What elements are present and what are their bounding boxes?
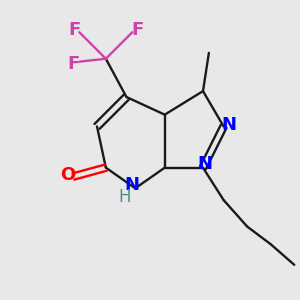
Text: F: F xyxy=(131,21,144,39)
Text: H: H xyxy=(119,188,131,206)
Text: N: N xyxy=(124,176,139,194)
Text: F: F xyxy=(67,55,80,73)
Text: N: N xyxy=(221,116,236,134)
Text: N: N xyxy=(198,155,213,173)
Text: F: F xyxy=(68,21,80,39)
Text: O: O xyxy=(61,166,76,184)
